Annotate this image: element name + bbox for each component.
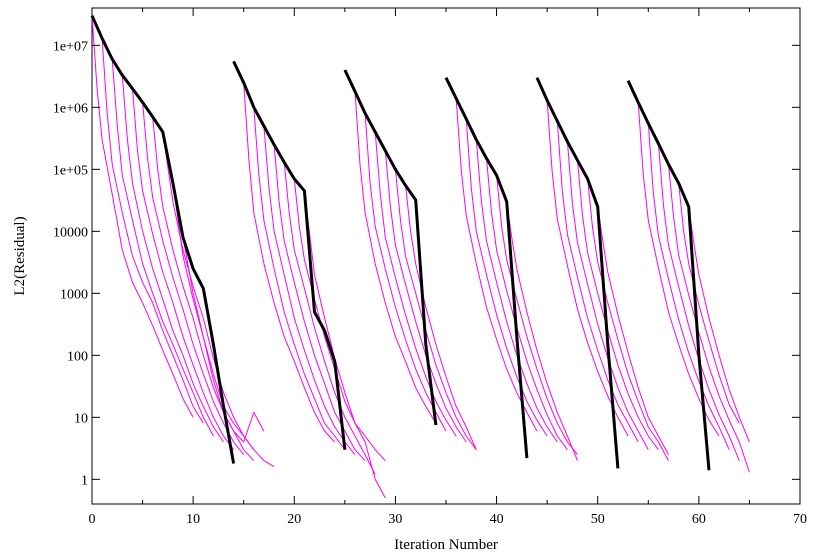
y-tick-label: 1e+05 (53, 163, 88, 178)
x-tick-label: 70 (793, 512, 807, 527)
outer-series-line (626, 79, 711, 471)
inner-series-line (486, 158, 568, 450)
inner-series-line (364, 113, 447, 432)
x-tick-label: 60 (692, 512, 706, 527)
y-tick-label: 10 (74, 411, 88, 426)
inner-series-line (132, 88, 235, 450)
inner-series-line (657, 143, 740, 461)
inner-series-line (506, 201, 578, 461)
x-tick-label: 30 (388, 512, 402, 527)
y-tick-label: 1 (81, 473, 88, 488)
x-tick-label: 10 (186, 512, 200, 527)
inner-series-line (91, 15, 194, 418)
inner-series-line (101, 38, 204, 424)
y-tick-label: 100 (67, 349, 88, 364)
inner-series-line (556, 121, 639, 443)
inner-series-line (566, 141, 649, 450)
y-axis-title: L2(Residual) (12, 216, 28, 295)
inner-series-line (172, 183, 255, 450)
inner-series-line (263, 125, 356, 456)
inner-series-line (303, 190, 386, 462)
inner-series-line (405, 185, 477, 450)
inner-series-line (152, 116, 255, 462)
inner-series-line (243, 82, 336, 443)
inner-series-line (647, 123, 730, 450)
series-layer (90, 15, 750, 499)
y-tick-label: 1e+06 (53, 101, 88, 116)
inner-series-line (668, 164, 750, 473)
inner-series-line (597, 206, 669, 455)
inner-series-line (111, 59, 214, 437)
y-tick-label: 1000 (60, 287, 88, 302)
outer-series-line (343, 69, 438, 426)
inner-series-line (374, 131, 457, 437)
inner-series-line (678, 183, 740, 424)
inner-series-line (121, 75, 224, 443)
inner-series-line (253, 107, 346, 450)
outer-series-line (90, 15, 236, 464)
outer-series-line (444, 77, 529, 459)
outer-series-line (535, 77, 620, 469)
x-tick-label: 0 (89, 512, 96, 527)
x-tick-label: 50 (591, 512, 605, 527)
inner-series-line (587, 178, 669, 461)
inner-series-line (465, 118, 548, 437)
inner-series-line (496, 175, 578, 456)
inner-series-line (283, 162, 376, 475)
tick-layer: 0 10 20 30 40 50 60 70 1 10 100 1000 10000 1e+05 1e+06… (53, 8, 807, 527)
y-tick-label: 1e+07 (53, 39, 88, 54)
x-tick-label: 40 (490, 512, 504, 527)
inner-series-line (688, 206, 750, 443)
inner-series-line (475, 139, 558, 443)
inner-series-line (142, 102, 245, 456)
inner-series-line (273, 144, 366, 462)
inner-series-line (394, 169, 477, 450)
plot-frame (91, 7, 801, 505)
inner-series-line (577, 160, 659, 450)
inner-series-line (384, 150, 467, 443)
y-tick-label: 10000 (53, 225, 88, 240)
x-axis-title: Iteration Number (394, 537, 498, 553)
inner-series-line (354, 91, 437, 424)
x-tick-label: 20 (287, 512, 301, 527)
outer-series-line (232, 60, 347, 450)
